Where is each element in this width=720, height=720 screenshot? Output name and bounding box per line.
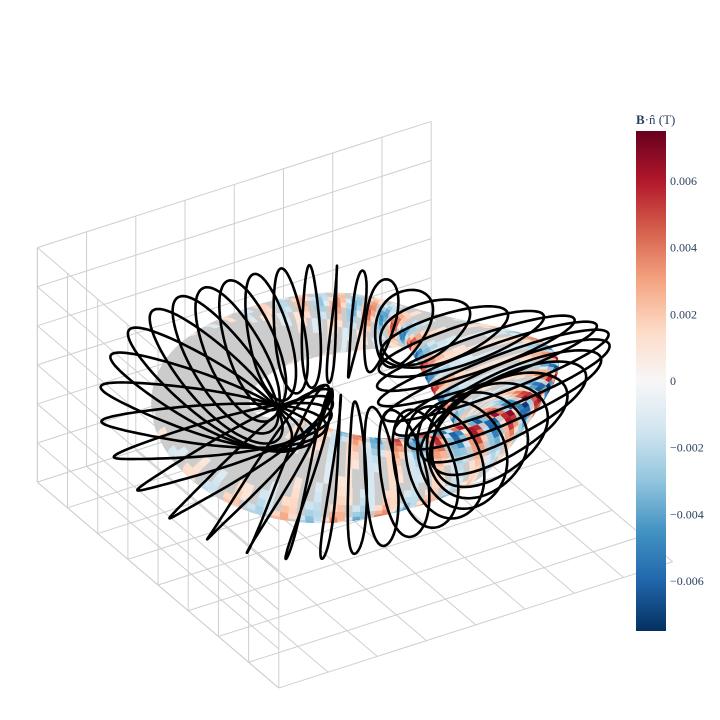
surface-patch <box>340 344 347 349</box>
surface-patch <box>351 334 358 341</box>
surface-patch <box>321 338 328 346</box>
colorbar-tick-label: −0.002 <box>670 441 704 455</box>
surface-patch <box>336 326 343 334</box>
grid-line-floor <box>157 458 553 586</box>
surface-patch <box>337 475 346 488</box>
surface-patch <box>312 332 318 340</box>
surface-patch <box>388 503 397 510</box>
surface-patch <box>341 339 348 345</box>
surface-patch <box>294 339 300 348</box>
surface-patch <box>336 332 343 340</box>
surface-patch <box>351 478 360 490</box>
surface-patch <box>163 373 175 380</box>
surface-patch <box>351 327 358 336</box>
colorbar: B·n̂ (T) 0.006 0.004 0.002 0 −0.002 −0.004 −0.… <box>636 112 704 631</box>
colorbar-gradient <box>636 131 666 631</box>
surface-patch <box>336 511 345 518</box>
surface-patch <box>289 497 300 509</box>
scene-grid <box>36 120 673 689</box>
surface-patch <box>336 319 343 328</box>
colorbar-tick-label: −0.006 <box>670 574 704 588</box>
surface-patch <box>351 487 361 498</box>
colorbar-tick-label: 0 <box>670 374 676 388</box>
grid-line-floor <box>248 535 643 663</box>
colorbar-tick-label: −0.004 <box>670 507 704 521</box>
colorbar-tick-label: 0.002 <box>670 307 697 321</box>
grid-line-floor <box>218 509 613 637</box>
surface-patch <box>336 516 346 522</box>
surface-patch <box>374 504 383 512</box>
surface-patch <box>307 339 314 347</box>
surface-patch <box>351 496 361 506</box>
surface-patch <box>322 332 328 340</box>
surface-patch <box>286 346 292 355</box>
surface-patch <box>336 339 343 346</box>
surface-patch <box>388 481 397 491</box>
colorbar-ticks: 0.006 0.004 0.002 0 −0.002 −0.004 −0.006 <box>670 174 704 588</box>
surface-patch <box>337 465 347 478</box>
surface-patch <box>352 459 360 471</box>
surface-patch <box>282 347 287 356</box>
surface-patch <box>307 332 314 340</box>
surface-patch <box>374 497 383 506</box>
surface-patch <box>314 481 324 495</box>
surface-patch <box>351 511 361 518</box>
surface-patch <box>403 489 412 498</box>
surface-patch <box>366 488 376 499</box>
surface-patch <box>336 503 345 513</box>
colorbar-tick-label: 0.006 <box>670 174 697 188</box>
surface-patch <box>374 489 383 499</box>
colorbar-title: B·n̂ (T) <box>636 112 675 127</box>
surface-patch <box>388 497 398 505</box>
surface-patch <box>312 501 322 512</box>
surface-patch <box>388 490 398 499</box>
surface-patch <box>352 468 360 480</box>
surface-patch <box>336 485 346 497</box>
surface-patch <box>321 325 328 334</box>
surface-patch <box>304 500 315 511</box>
surface-patch <box>312 338 318 346</box>
colorbar-tick-label: 0.004 <box>670 241 697 255</box>
grid-line-floor <box>278 561 673 689</box>
surface-patch <box>340 307 348 315</box>
surface-patch <box>341 326 348 335</box>
surface-patch <box>338 456 347 468</box>
grid-line-floor <box>188 484 583 612</box>
surface-patch <box>402 482 412 491</box>
surface-patch <box>417 481 426 490</box>
surface-patch <box>336 495 346 506</box>
surface-patch <box>341 313 348 322</box>
surface-patch <box>341 319 348 328</box>
surface-patch <box>336 312 343 321</box>
surface-patch <box>356 310 363 319</box>
surface-patch <box>351 504 361 513</box>
surface-patch <box>313 492 323 504</box>
surface-patch <box>341 333 348 340</box>
surface-patch <box>312 509 322 518</box>
